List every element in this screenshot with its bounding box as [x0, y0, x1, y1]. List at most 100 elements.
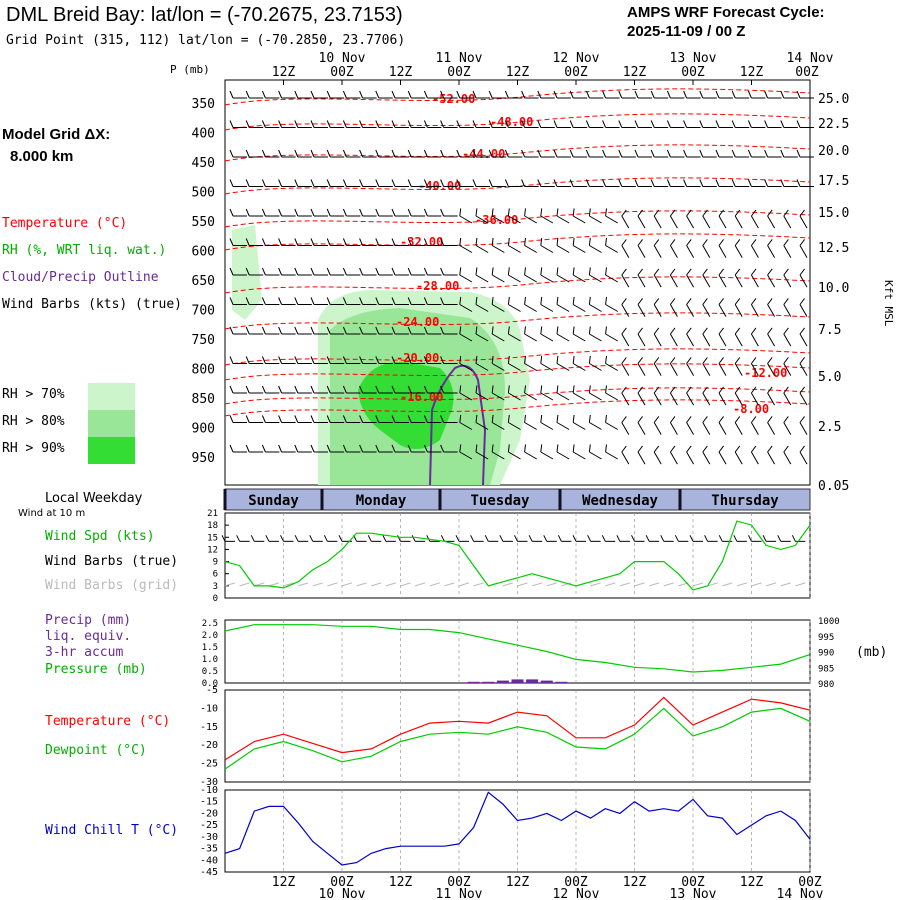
wind-barb-flag — [702, 386, 708, 394]
wind-barb — [750, 209, 759, 229]
wind-barb — [261, 415, 280, 423]
wind-barb-shaft — [718, 451, 727, 465]
wind-barb — [556, 385, 570, 401]
wind-barb-flag — [326, 208, 331, 217]
wind-barb — [524, 414, 537, 430]
wind-barb — [653, 209, 662, 229]
wind-barb-shaft — [475, 245, 489, 253]
wind-barb — [507, 355, 521, 371]
grid-wind-barb — [722, 582, 733, 587]
wind-barb-flag — [540, 326, 543, 335]
wind-barb — [637, 445, 646, 465]
wind-barb-flag — [683, 179, 688, 187]
wind-barb — [507, 326, 521, 342]
wind-barb-flag — [278, 208, 283, 217]
wind-barb — [621, 327, 630, 347]
wind-barb-flag — [278, 356, 283, 364]
wind-barb-shaft — [508, 363, 521, 371]
wind-barb-shaft — [686, 333, 695, 347]
wind-barb — [605, 326, 618, 342]
wind-barb-shaft — [686, 392, 695, 406]
wind-barb-flag — [491, 385, 494, 394]
wind-barb-flag — [783, 416, 789, 423]
wind-barb-shaft — [734, 392, 743, 406]
wind-barb-flag — [540, 267, 543, 276]
wind-barb-flag — [653, 416, 660, 423]
wind-barb — [734, 327, 743, 347]
wind-barb — [637, 386, 646, 406]
wind-barb — [521, 120, 539, 128]
wind-barb-shaft — [799, 422, 808, 435]
wind-barb-shaft — [669, 245, 678, 258]
height-tick-label: 12.5 — [818, 241, 849, 256]
temperature-contour-label: -32.00 — [400, 235, 443, 249]
wind-barb-flag — [326, 90, 331, 99]
wind-barb-shaft — [540, 304, 554, 312]
wind-barb — [278, 208, 296, 217]
wind-barb-flag — [524, 385, 526, 394]
wind-barb — [491, 296, 505, 312]
date-label: 14 Nov — [787, 51, 834, 66]
wind-barb — [653, 268, 662, 288]
wind-speed-line — [224, 520, 811, 591]
wind-barb-shaft — [718, 422, 727, 435]
wind-barb — [734, 268, 743, 288]
wind-barb-flag — [715, 90, 720, 99]
wind-barb-flag — [229, 356, 234, 364]
wind-barb-shaft — [491, 333, 505, 342]
wind-barb-flag — [618, 120, 623, 128]
wind-barb-flag — [507, 237, 510, 246]
wind-barb-flag — [310, 297, 315, 305]
grid-wind-barb — [663, 582, 674, 587]
true-wind-barb — [265, 535, 279, 542]
wind-barb-flag — [391, 385, 396, 394]
height-tick-label: 15.0 — [818, 206, 849, 221]
wind-barb-flag — [407, 385, 412, 394]
wind-barb-flag — [634, 120, 639, 128]
wind-barb-shaft — [734, 333, 743, 347]
wind-barb — [342, 415, 361, 423]
wind-barb-flag — [488, 90, 493, 99]
wind-barb-flag — [637, 327, 643, 335]
wind-barb — [683, 179, 701, 187]
wind-barb-flag — [342, 356, 347, 364]
wind-barb — [375, 90, 393, 99]
grid-wind-barb — [561, 582, 572, 587]
wind-barb — [491, 326, 505, 342]
temperature-contour-label: -8.00 — [733, 402, 769, 416]
wind-barb — [653, 357, 662, 376]
wind-barb — [504, 149, 523, 158]
wind-barb-flag — [472, 120, 477, 128]
wind-barb — [699, 149, 717, 158]
wind-barb — [669, 298, 678, 317]
wind-barb-flag — [699, 120, 704, 128]
wind-tick-label: 3 — [213, 582, 218, 592]
wind-barb — [294, 120, 312, 128]
wind-barb-shaft — [508, 215, 521, 224]
true-wind-barb — [718, 535, 733, 542]
true-wind-barb-flag — [631, 535, 635, 542]
legend-temperature2: Temperature (°C) — [45, 714, 171, 729]
wind-barb — [326, 444, 345, 453]
pressure-tick-label: 550 — [192, 215, 215, 230]
wind-barb-shaft — [718, 274, 727, 288]
wind-barb-shaft — [783, 215, 792, 229]
wind-barb — [310, 208, 328, 217]
wind-barb-flag — [391, 120, 396, 128]
wind-barb-flag — [294, 179, 299, 187]
wind-barb-flag — [326, 444, 331, 453]
wind-barb — [621, 357, 630, 376]
wind-barb-flag — [491, 237, 494, 246]
wind-barb — [440, 90, 458, 99]
grid-wind-barb-shaft — [663, 582, 674, 587]
wind-barb — [423, 444, 442, 453]
wind-barb-flag — [653, 298, 660, 305]
wind-barb — [750, 268, 759, 288]
wind-barb-flag — [686, 268, 692, 276]
wind-barb-flag — [686, 239, 692, 246]
wind-barb-shaft — [508, 451, 521, 460]
wind-barb — [488, 90, 507, 99]
wind-barb-flag — [310, 415, 315, 423]
pressure-tick-label: 700 — [192, 304, 215, 319]
precip-bar — [467, 681, 480, 683]
